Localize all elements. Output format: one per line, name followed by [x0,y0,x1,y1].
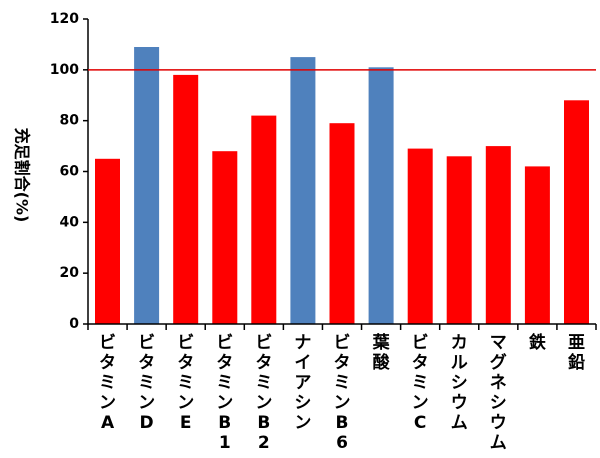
x-category-label: ビタミン D [138,333,155,433]
bar [524,166,550,324]
x-category-label: ナイアシン [294,333,311,433]
bar [446,156,472,325]
x-category-label: マグネシウム [490,333,507,453]
y-tick-label: 80 [60,113,80,129]
x-category-label: 葉酸 [372,332,391,373]
x-category-label: ビタミン C [412,333,429,433]
bar [212,151,238,324]
x-category-label: ビタミン E [177,333,194,433]
x-category-label: ビタミン B 6 [334,333,351,453]
bar [329,123,355,324]
bar [368,67,394,325]
y-tick-label: 20 [60,265,80,281]
x-category-labels: ビタミン A ビタミン D ビタミン E ビタミン B 1 ビタミン B 2 ナイアシン ビタミン B 6 葉酸… [87,324,597,453]
x-category-label: ビタミン B 1 [216,333,233,453]
bar [251,115,277,324]
x-category-label: カルシウム [451,333,468,433]
bar [485,146,511,324]
y-tick-label: 40 [60,214,80,230]
bar [95,158,120,324]
y-axis-label: 充足割合(%) [13,128,32,223]
bar [290,57,316,324]
bars [95,47,589,325]
bar [407,148,433,324]
bar [173,74,199,325]
y-tick-label: 0 [69,316,79,332]
y-tick-label: 60 [60,164,80,180]
y-tick-label: 120 [50,11,79,27]
x-category-label: ビタミン B 2 [255,333,272,453]
bar [564,100,589,324]
x-category-label: 鉄 [529,332,546,353]
y-tick-labels: 0 20 40 60 80 100 120 [50,11,88,332]
x-category-label: 亜鉛 [568,333,585,373]
bar [134,47,160,324]
y-tick-label: 100 [50,62,79,78]
x-category-label: ビタミン A [99,333,116,433]
